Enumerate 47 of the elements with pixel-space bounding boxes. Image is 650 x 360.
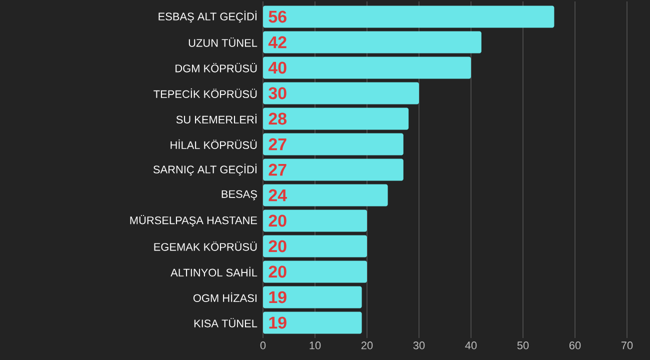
data-label: 19 <box>269 291 286 304</box>
data-label: 20 <box>268 214 286 227</box>
bar <box>263 108 409 130</box>
data-label: 20 <box>268 240 286 252</box>
x-tick-label: 40 <box>465 342 477 350</box>
x-tick-label: 70 <box>621 342 633 350</box>
bar <box>263 312 362 334</box>
data-label: 19 <box>269 316 286 329</box>
data-label: 40 <box>268 62 286 74</box>
bar <box>263 82 419 104</box>
x-tick-label: 20 <box>361 342 373 350</box>
y-tick-label: UZUN TÜNEL <box>188 38 258 47</box>
bar <box>263 56 471 79</box>
bar <box>263 235 367 258</box>
bar <box>263 6 554 28</box>
data-label: 24 <box>268 189 287 202</box>
x-tick-label: 10 <box>310 342 321 350</box>
y-tick-label: HİLAL KÖPRÜSÜ <box>170 139 257 150</box>
x-tick-label: 60 <box>569 342 581 350</box>
x-tick-label: 0 <box>260 342 266 350</box>
y-tick-label: SARNIÇ ALT GEÇİDİ <box>153 164 256 176</box>
x-tick-label: 30 <box>413 342 425 350</box>
bar <box>263 158 404 181</box>
y-tick-label: KISA TÜNEL <box>194 318 258 328</box>
data-label: 20 <box>268 266 286 278</box>
y-tick-label: DGM KÖPRÜSÜ <box>176 63 257 72</box>
y-tick-label: OGM HİZASI <box>193 292 256 302</box>
y-tick-label: ALTINYOL SAHİL <box>170 266 258 277</box>
y-tick-label: SU KEMERLERİ <box>176 114 256 124</box>
data-label: 27 <box>268 164 286 176</box>
data-label: 42 <box>268 36 286 48</box>
y-tick-label: TEPECİK KÖPRÜSÜ <box>154 88 257 98</box>
data-label: 27 <box>268 138 286 150</box>
bar <box>263 210 367 232</box>
data-label: 30 <box>268 87 286 100</box>
bar <box>263 286 362 308</box>
y-tick-label: MÜRSELPAŞA HASTANE <box>130 214 257 226</box>
x-tick-label: 50 <box>517 342 529 350</box>
y-tick-label: BESAŞ <box>222 190 257 200</box>
bar <box>263 133 404 156</box>
bar <box>263 184 388 206</box>
y-tick-label: EGEMAK KÖPRÜSÜ <box>154 242 257 251</box>
data-label: 28 <box>268 112 287 125</box>
data-label: 56 <box>268 10 286 23</box>
bar <box>263 31 482 54</box>
y-tick-label: ESBAŞ ALT GEÇİDİ <box>158 10 256 23</box>
bar <box>263 260 367 283</box>
